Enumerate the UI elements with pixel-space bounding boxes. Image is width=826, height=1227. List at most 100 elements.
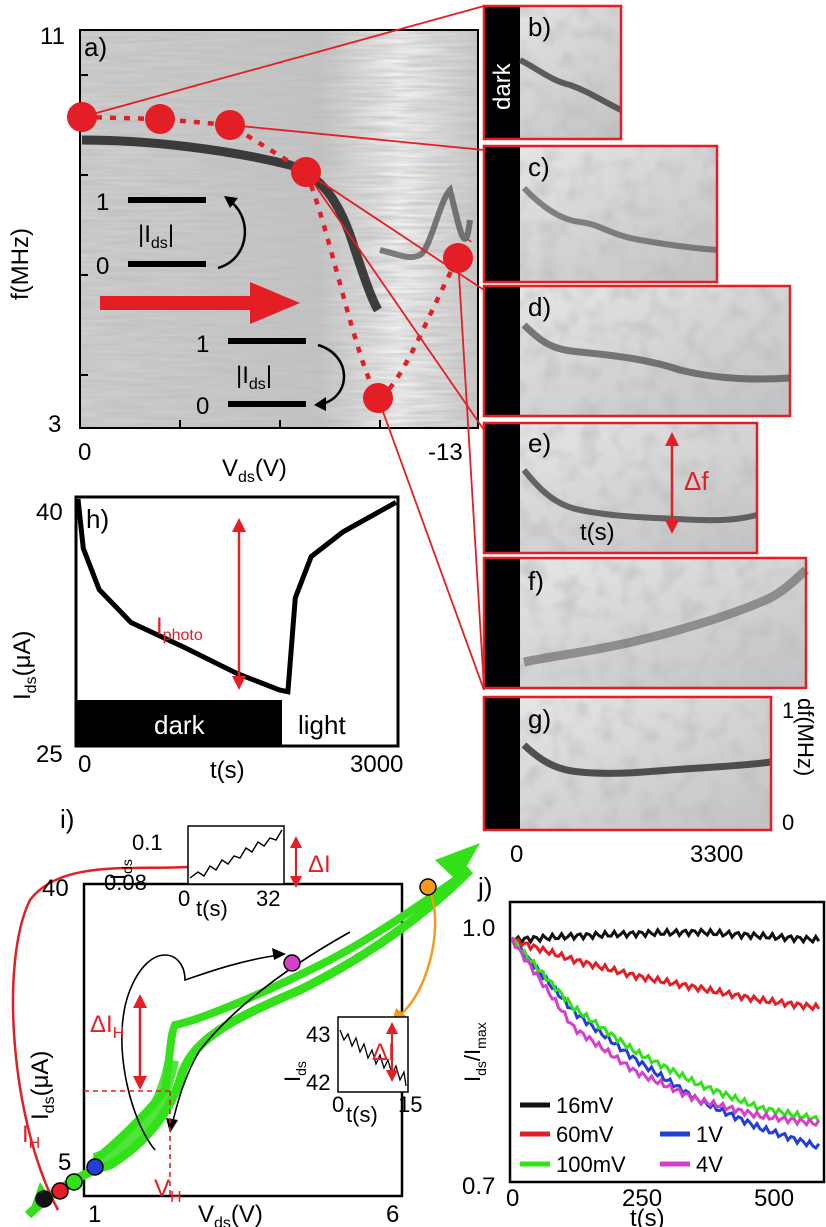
marker-blue	[86, 1158, 104, 1176]
delta-f-label: Δf	[684, 466, 709, 496]
j-x-500: 500	[754, 1185, 794, 1212]
i-y-top: 40	[42, 875, 69, 902]
light-label: light	[298, 710, 346, 740]
inset-link-curve	[11, 865, 189, 1211]
panel-a-ylabel: f(MHz)	[7, 228, 34, 300]
panel-j-label: j)	[477, 872, 492, 902]
legend-60mv: 60mV	[556, 1122, 614, 1147]
i-xlabel: Vds(V)	[198, 1201, 263, 1227]
inset2-delta: ΔI	[372, 1039, 395, 1066]
legend: 16mV 60mV 1V 100mV 4V	[520, 1093, 723, 1177]
i-x-right: 6	[386, 1201, 399, 1227]
j-y-top: 1.0	[462, 915, 495, 942]
legend-1v: 1V	[696, 1122, 723, 1147]
df-label: df(MHz)	[793, 698, 818, 776]
sweep-direction-arrow	[100, 282, 300, 324]
j-ylabel: Ids/Imax	[460, 1022, 489, 1082]
h-x-right: 3000	[350, 751, 403, 778]
marker-orange	[419, 878, 437, 896]
panel-g-label: g)	[528, 704, 551, 734]
vh-label: VH	[154, 1175, 182, 1206]
h-ylabel: Ids(μA)	[9, 631, 40, 700]
level-1-label: 1	[96, 189, 109, 216]
marker-red	[51, 1182, 69, 1200]
y-tick-11: 11	[40, 23, 65, 50]
panel-j: j) 1.0 0.7 0 250 500 t(s) Ids/Imax 16mV …	[460, 872, 826, 1227]
spectrogram-noise	[80, 30, 478, 428]
marker-black	[35, 1190, 53, 1208]
photo-label: Iphoto	[156, 613, 203, 644]
i-ylabel: Ids(μA)	[27, 1051, 58, 1120]
inset-2: 43 42 0 15 t(s) Ids ΔI	[280, 1016, 422, 1127]
frequency-trace	[81, 114, 472, 401]
inset1-xlabel: t(s)	[196, 896, 228, 921]
i-y-mark: 5	[58, 1149, 71, 1176]
legend-16mv: 16mV	[556, 1093, 614, 1118]
current-trace	[75, 498, 398, 695]
df-bottom: 0	[782, 810, 794, 835]
i-x-left: 1	[88, 1201, 101, 1227]
current-label-b: |Ids|	[236, 362, 272, 393]
inset2-ylabel: Ids	[280, 1061, 309, 1082]
level-0-label: 0	[96, 253, 109, 280]
marker-green	[65, 1173, 83, 1191]
inset1-x-right: 32	[256, 886, 280, 911]
relaxation-series	[510, 926, 821, 1151]
panel-e: e) Δf t(s)	[482, 421, 759, 555]
dark-region-bar	[76, 700, 282, 746]
panel-h: dark light h) Iphoto 40 25 0 3000 t(s) I…	[9, 495, 403, 784]
resonance-dark-band-2	[379, 184, 473, 261]
series-16mv	[511, 926, 821, 946]
panel-d: d)	[482, 284, 792, 418]
series-60mv	[511, 937, 821, 1012]
panel-f-label: f)	[528, 566, 544, 596]
panel-c: c)	[482, 144, 719, 284]
dark-label: dark	[489, 62, 516, 110]
legend-100mv: 100mV	[556, 1152, 626, 1177]
inset2-y-bottom: 42	[306, 1070, 330, 1095]
panel-c-label: c)	[528, 152, 550, 182]
connector-lines	[81, 5, 485, 691]
panel-b: dark b)	[482, 4, 623, 141]
sweep-arrow-head	[435, 843, 480, 882]
j-x-0: 0	[506, 1185, 519, 1212]
relaxation-arrow	[317, 343, 346, 406]
level-1-label-b: 1	[196, 331, 209, 358]
inset1-ylabel: Ids	[106, 859, 135, 880]
series-4v	[510, 936, 821, 1128]
inset-1: 0.1 0.08 0 32 t(s) Ids ΔI	[104, 825, 331, 921]
inset1-delta: ΔI	[308, 851, 331, 878]
panel-i: i) ΔIH IH VH 40 5 1 6	[11, 804, 480, 1227]
panel-g: g) 0 3300 1 0 df(MHz)	[482, 695, 818, 868]
panel-a: a) 11 3 0 -13 f(MHz) Vds(V) 1 0 |Ids| 1 …	[7, 5, 485, 691]
h-x-left: 0	[78, 751, 91, 778]
h-y-top: 40	[36, 499, 63, 526]
orange-link-arrow	[399, 886, 437, 1016]
inset1-x-left: 0	[178, 886, 190, 911]
inset2-x-left: 0	[332, 1092, 344, 1117]
panel-e-time-label: t(s)	[580, 519, 615, 546]
inset2-x-right: 15	[398, 1092, 422, 1117]
x-tick-minus13: -13	[428, 439, 463, 466]
point-c	[145, 104, 175, 134]
panel-g-x-left: 0	[510, 841, 523, 868]
dark-label-h: dark	[154, 710, 206, 740]
x-tick-0: 0	[78, 439, 91, 466]
panel-a-xlabel: Vds(V)	[222, 455, 287, 486]
panel-b-label: b)	[528, 12, 551, 42]
panel-i-label: i)	[60, 804, 74, 834]
j-xlabel: t(s)	[630, 1205, 665, 1227]
level-0-label-b: 0	[196, 393, 209, 420]
panel-e-label: e)	[528, 428, 551, 458]
panel-f: f)	[482, 556, 810, 690]
j-y-bottom: 0.7	[462, 1173, 495, 1200]
inset2-y-top: 43	[306, 1022, 330, 1047]
delta-ih-label: ΔIH	[90, 1011, 124, 1042]
df-top: 1	[782, 698, 794, 723]
panel-a-label: a)	[84, 32, 107, 62]
panel-g-x-right: 3300	[690, 841, 743, 868]
inset1-y-top: 0.1	[132, 830, 163, 855]
panel-d-label: d)	[528, 292, 551, 322]
inset1-y-bottom: 0.08	[104, 870, 147, 895]
